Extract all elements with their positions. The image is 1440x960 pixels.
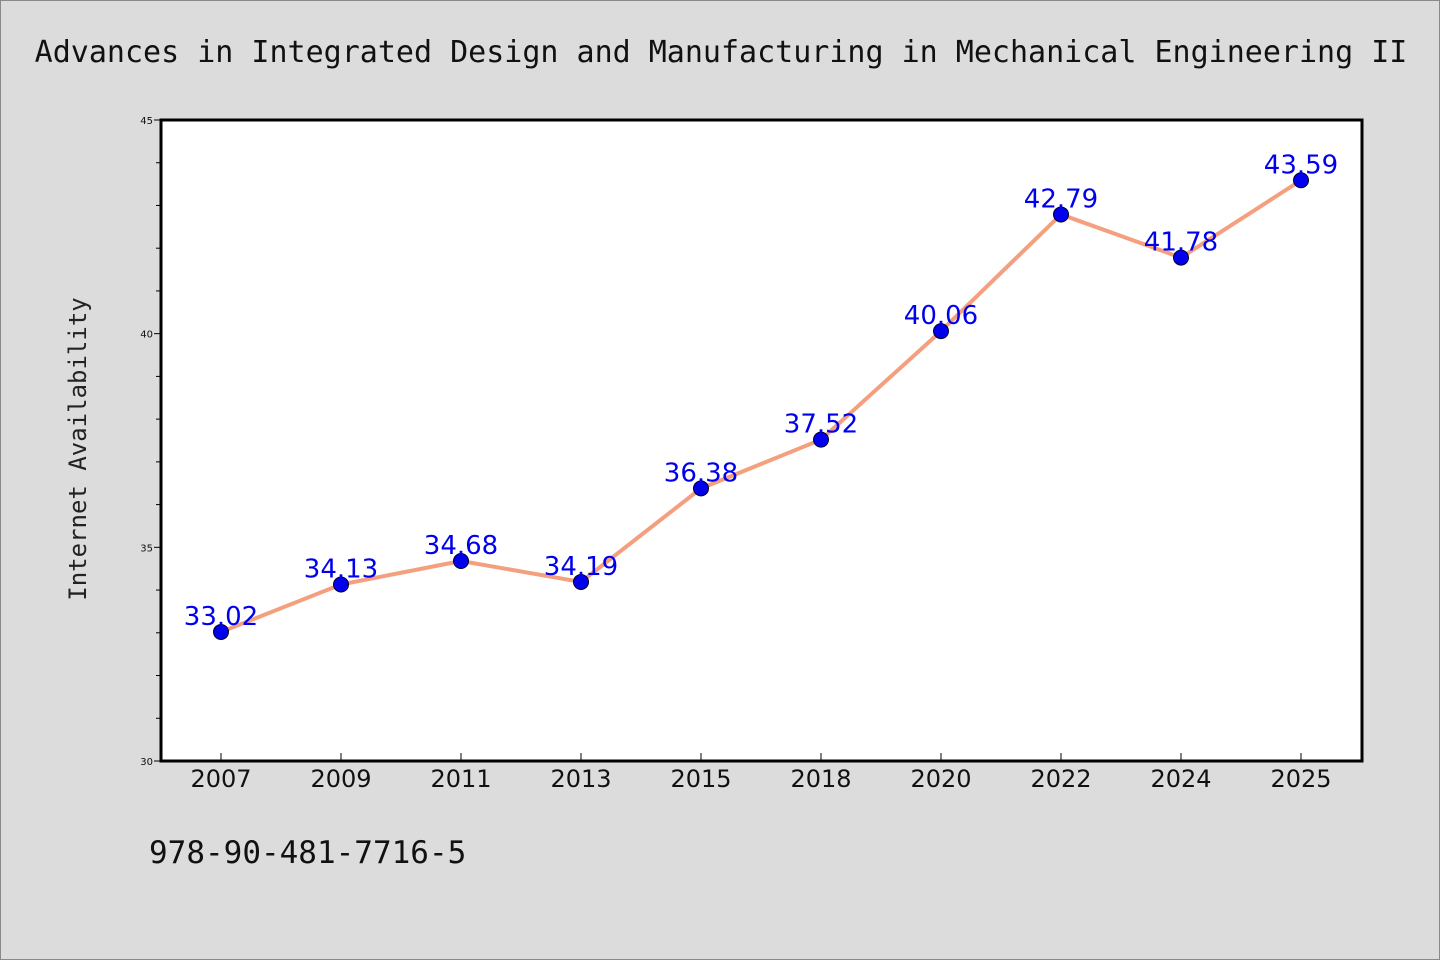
y-tick-label: 35 <box>140 543 153 554</box>
data-point <box>573 573 589 590</box>
data-point <box>1293 172 1309 189</box>
data-markers <box>213 172 1309 640</box>
data-point <box>213 623 229 640</box>
x-tick-label: 2020 <box>910 765 971 793</box>
data-point <box>693 480 709 497</box>
chart-title: Advances in Integrated Design and Manufa… <box>34 35 1408 70</box>
x-tick-label: 2015 <box>670 765 731 793</box>
data-label: 34.19 <box>544 552 618 582</box>
data-point <box>333 576 349 593</box>
data-label: 34.68 <box>424 531 498 561</box>
data-label: 37.52 <box>784 410 858 440</box>
y-tick-label: 30 <box>140 757 153 768</box>
isbn-text: 978-90-481-7716-5 <box>149 835 467 871</box>
y-axis-ticks: 30 35 40 45 <box>140 116 161 768</box>
y-axis-label: Internet Availability <box>64 297 92 600</box>
data-label: 40.06 <box>904 301 978 331</box>
data-label: 41.78 <box>1144 228 1218 258</box>
x-tick-label: 2024 <box>1150 765 1211 793</box>
data-point <box>813 431 829 448</box>
x-tick-label: 2007 <box>190 765 251 793</box>
x-tick-label: 2013 <box>550 765 611 793</box>
data-label: 33.02 <box>184 602 258 632</box>
x-tick-label: 2018 <box>790 765 851 793</box>
data-label: 36.38 <box>664 458 738 488</box>
y-minor-ticks <box>156 162 161 719</box>
data-label: 34.13 <box>304 555 378 585</box>
series-line <box>219 178 1303 634</box>
data-point <box>1053 206 1069 223</box>
data-point <box>1173 249 1189 266</box>
data-labels: 33.02 34.13 34.68 34.19 36.38 37.52 40.06 42.79… <box>184 150 1338 632</box>
x-tick-label: 2025 <box>1270 765 1331 793</box>
y-tick-label: 45 <box>140 116 153 127</box>
x-tick-label: 2022 <box>1030 765 1091 793</box>
data-point <box>453 553 469 570</box>
x-tick-label: 2009 <box>310 765 371 793</box>
data-label: 42.79 <box>1024 184 1098 214</box>
y-tick-label: 40 <box>140 330 153 341</box>
x-axis-ticks: 2007 2009 2011 2013 2015 2018 2020 2022 2024 2025 <box>190 753 1332 793</box>
data-label: 43.59 <box>1264 150 1338 180</box>
data-point <box>933 323 949 340</box>
plot-area <box>159 118 1364 763</box>
x-tick-label: 2011 <box>430 765 491 793</box>
